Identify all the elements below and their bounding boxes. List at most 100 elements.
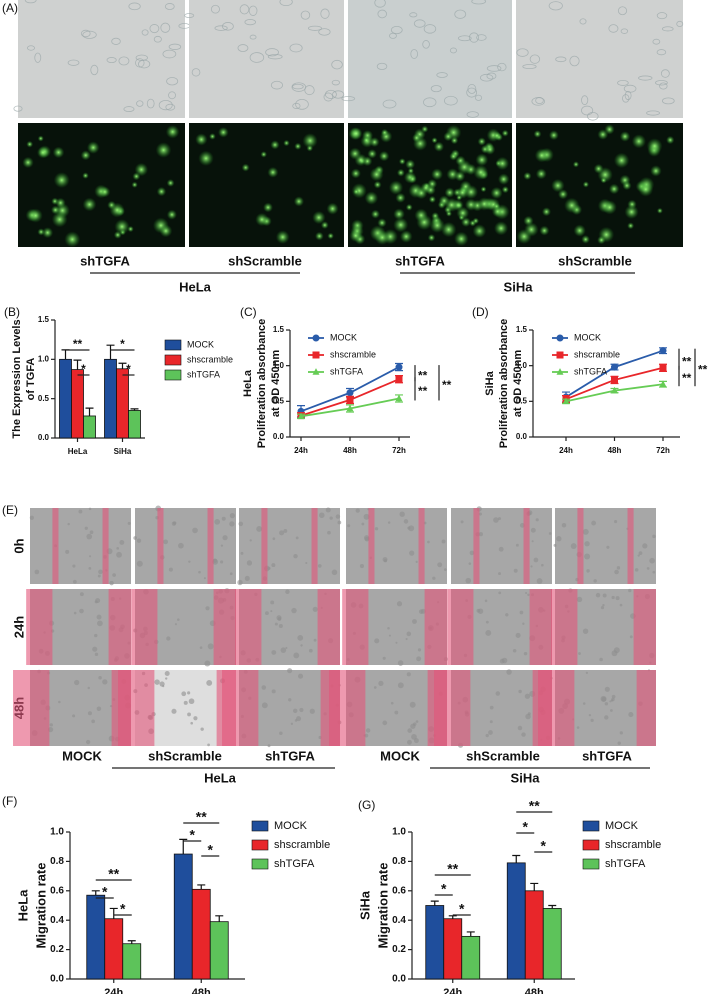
- point: [659, 380, 667, 388]
- texture: [524, 693, 531, 699]
- significance-label: *: [441, 881, 447, 897]
- fluorescent-cell: [477, 137, 486, 146]
- y-tick-label: 1.5: [38, 315, 50, 324]
- fluorescent-cell: [460, 217, 471, 228]
- texture: [279, 731, 283, 735]
- wound-edge: [424, 589, 447, 665]
- texture: [331, 569, 338, 576]
- texture: [199, 646, 203, 649]
- fluorescent-cell: [377, 218, 387, 228]
- cell: [26, 45, 35, 51]
- texture: [97, 620, 103, 627]
- texture: [290, 722, 294, 725]
- cell: [423, 24, 437, 34]
- fluorescent-cell: [627, 222, 635, 230]
- texture: [297, 673, 304, 679]
- y-axis-label: at OD 450nm: [512, 350, 524, 417]
- fluorescent-cell: [557, 189, 569, 200]
- cell: [307, 25, 323, 31]
- significance-label: *: [208, 842, 214, 858]
- texture: [116, 551, 122, 558]
- fluorescent-cell: [195, 133, 208, 146]
- fluorescent-cell: [113, 230, 122, 239]
- fluorescent-cell: [444, 187, 455, 198]
- cell: [661, 26, 674, 32]
- point: [659, 347, 667, 355]
- error-bar: [179, 838, 188, 855]
- texture: [485, 733, 489, 738]
- legend-swatch: [582, 839, 600, 851]
- wound-edge: [207, 508, 214, 584]
- panel-label: (D): [472, 305, 489, 319]
- point: [395, 394, 403, 402]
- cell: [486, 65, 502, 72]
- y-axis-label: HeLa: [242, 369, 254, 397]
- fluorescent-cell: [582, 181, 590, 188]
- group-label: SiHa: [511, 770, 541, 785]
- texture: [374, 527, 379, 531]
- texture: [67, 522, 70, 526]
- texture: [295, 536, 299, 540]
- texture: [432, 576, 436, 580]
- fluorescent-cell: [456, 194, 463, 201]
- cell: [497, 62, 507, 72]
- fluorescent-cell: [495, 156, 510, 171]
- fluorescent-cell: [524, 222, 539, 237]
- texture: [599, 657, 603, 662]
- texture: [412, 619, 417, 624]
- cell: [638, 75, 653, 81]
- texture: [591, 520, 597, 526]
- y-tick-label: 1.0: [38, 354, 50, 363]
- cell: [586, 112, 599, 121]
- texture: [468, 562, 472, 565]
- texture: [79, 608, 84, 614]
- fluorescent-cell: [656, 207, 663, 214]
- texture: [277, 617, 282, 621]
- cell: [454, 9, 467, 19]
- texture: [628, 712, 634, 718]
- fluorescent-cell: [593, 163, 604, 174]
- fluorescent-cell: [541, 207, 552, 217]
- y-axis-label: at OD 450nm: [270, 350, 282, 417]
- fluorescent-cell: [501, 185, 510, 194]
- texture: [527, 593, 530, 597]
- error-bar: [91, 890, 100, 896]
- texture: [638, 551, 643, 555]
- texture: [116, 547, 120, 550]
- texture: [405, 637, 408, 641]
- fluorescent-cell: [494, 221, 509, 236]
- texture: [586, 569, 590, 573]
- fluorescent-cell: [159, 224, 173, 238]
- fluorescent-cell: [367, 149, 377, 159]
- texture: [293, 553, 298, 559]
- texture: [519, 610, 524, 615]
- cell: [331, 59, 343, 70]
- legend-label: shscramble: [274, 839, 330, 851]
- fluorescent-cell: [414, 208, 428, 223]
- texture: [229, 513, 235, 519]
- bar: [86, 894, 106, 980]
- texture: [611, 595, 615, 600]
- texture: [240, 551, 244, 555]
- fluorescent-cell: [548, 130, 559, 141]
- wound-edge: [473, 508, 480, 584]
- texture: [614, 569, 619, 575]
- fluorescent-cell: [613, 152, 630, 169]
- fluorescent-cell: [314, 231, 324, 241]
- texture: [495, 691, 501, 696]
- cell: [158, 99, 173, 111]
- texture: [585, 671, 589, 674]
- fluorescent-cell: [37, 135, 44, 142]
- texture: [181, 691, 187, 697]
- cell: [149, 24, 160, 34]
- cell: [67, 59, 80, 66]
- fluorescent-cell: [619, 131, 631, 142]
- bar: [506, 862, 526, 980]
- fluorescent-cell: [166, 209, 178, 220]
- cell: [146, 98, 155, 109]
- error-bar: [215, 915, 224, 922]
- cell: [468, 32, 479, 43]
- point: [346, 396, 354, 404]
- texture: [279, 530, 285, 536]
- legend-swatch: [164, 339, 182, 351]
